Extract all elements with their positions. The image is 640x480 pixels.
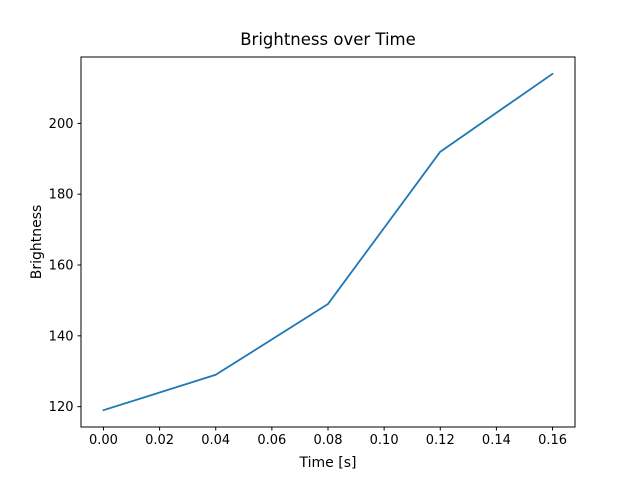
- x-tick-label: 0.08: [314, 433, 343, 448]
- x-axis-label: Time [s]: [299, 455, 357, 471]
- y-tick-label: 120: [49, 400, 74, 415]
- y-tick-label: 160: [49, 259, 74, 274]
- y-tick-label: 140: [49, 329, 74, 344]
- chart-title: Brightness over Time: [240, 30, 416, 49]
- x-tick-label: 0.16: [538, 433, 567, 448]
- x-tick-label: 0.12: [426, 433, 455, 448]
- x-tick-label: 0.06: [257, 433, 286, 448]
- x-tick-label: 0.00: [89, 433, 118, 448]
- y-tick-label: 200: [49, 117, 74, 132]
- x-tick-label: 0.02: [145, 433, 174, 448]
- x-tick-label: 0.14: [482, 433, 511, 448]
- axes-spines: [80, 56, 576, 428]
- x-tick-label: 0.10: [370, 433, 399, 448]
- data-line: [102, 72, 554, 412]
- y-tick-label: 180: [49, 188, 74, 203]
- x-tick-label: 0.04: [201, 433, 230, 448]
